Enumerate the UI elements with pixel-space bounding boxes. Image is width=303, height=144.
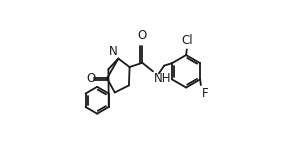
Text: NH: NH	[154, 72, 172, 85]
Text: Cl: Cl	[181, 34, 193, 47]
Text: F: F	[201, 87, 208, 100]
Text: O: O	[138, 29, 147, 42]
Text: N: N	[109, 45, 118, 58]
Text: O: O	[86, 72, 95, 85]
